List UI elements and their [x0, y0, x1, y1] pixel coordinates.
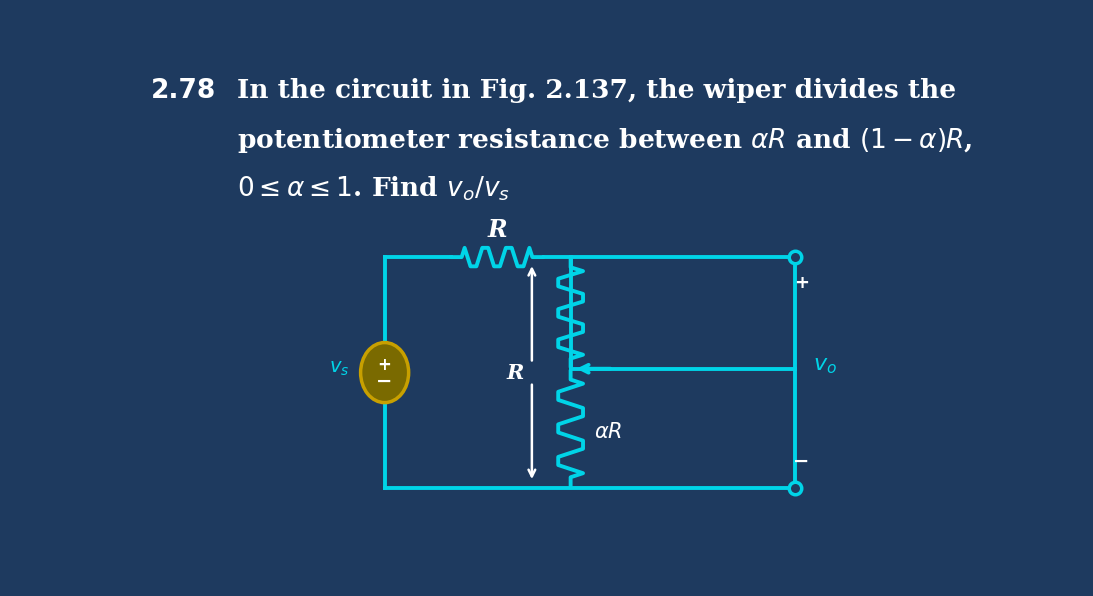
Text: R: R	[487, 218, 507, 242]
Text: R: R	[506, 362, 524, 383]
Text: −: −	[376, 372, 392, 392]
Text: +: +	[378, 356, 391, 374]
Text: $v_s$: $v_s$	[329, 359, 350, 378]
Text: $0\leq\alpha\leq 1$. Find $v_o/v_s$: $0\leq\alpha\leq 1$. Find $v_o/v_s$	[237, 175, 510, 203]
Text: +: +	[795, 274, 809, 292]
Text: $v_o$: $v_o$	[813, 354, 837, 376]
Text: 2.78: 2.78	[151, 77, 215, 104]
Text: −: −	[794, 452, 810, 471]
Ellipse shape	[361, 343, 409, 403]
Text: $\alpha R$: $\alpha R$	[593, 422, 622, 442]
Text: In the circuit in Fig. 2.137, the wiper divides the: In the circuit in Fig. 2.137, the wiper …	[237, 77, 956, 103]
Text: potentiometer resistance between $\alpha R$ and $(1 - \alpha)R$,: potentiometer resistance between $\alpha…	[237, 126, 973, 155]
